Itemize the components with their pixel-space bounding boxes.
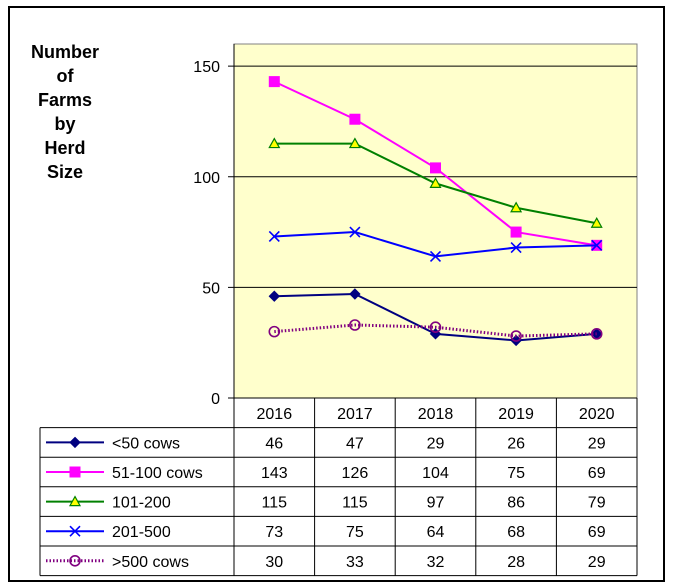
y-title-line: of <box>56 66 74 86</box>
data-table-value: 46 <box>265 435 283 452</box>
data-table-value: 97 <box>427 495 445 512</box>
legend-key-marker <box>69 554 81 567</box>
data-point-marker <box>268 76 280 88</box>
y-tick-label: 100 <box>193 170 220 187</box>
data-point-marker <box>349 113 361 125</box>
data-point-marker <box>510 241 522 254</box>
data-point-marker <box>348 137 361 149</box>
data-point-marker <box>349 226 361 238</box>
data-point-marker <box>349 319 361 331</box>
data-point-marker <box>268 325 281 338</box>
data-table-value: 75 <box>507 465 525 482</box>
data-table-value: 79 <box>588 495 606 512</box>
data-point-marker <box>510 330 522 342</box>
legend-key-marker <box>69 466 81 478</box>
x-category-label: 2019 <box>498 406 534 423</box>
y-title-line: Farms <box>37 90 93 110</box>
y-title-line: Herd <box>44 138 86 158</box>
data-point-marker <box>430 162 441 174</box>
data-table-value: 30 <box>265 554 283 571</box>
data-point-marker <box>429 250 442 262</box>
x-category-label: 2016 <box>257 406 293 423</box>
data-point-marker <box>591 239 603 251</box>
y-tick-label: 50 <box>202 280 220 297</box>
legend-key-marker <box>69 525 81 537</box>
data-point-marker <box>510 226 522 238</box>
data-point-marker <box>590 216 603 228</box>
y-tick-label: 150 <box>193 59 220 76</box>
data-table-value: 29 <box>588 554 606 571</box>
y-tick-label: 0 <box>211 391 220 408</box>
x-category-label: 2017 <box>337 406 373 423</box>
data-table-value: 29 <box>427 435 445 452</box>
data-table-value: 47 <box>346 435 364 452</box>
legend-entry-label: 201-500 <box>112 524 171 541</box>
data-table-value: 126 <box>342 465 369 482</box>
data-table-value: 26 <box>507 435 525 452</box>
legend-key-marker <box>69 436 81 449</box>
data-table-value: 104 <box>422 465 449 482</box>
legend-entry-label: 51-100 cows <box>112 465 203 482</box>
data-point-marker <box>268 137 281 149</box>
data-point-marker <box>349 288 361 300</box>
data-point-marker <box>268 230 280 243</box>
x-category-label: 2020 <box>579 406 615 423</box>
y-title-line: Number <box>30 42 99 62</box>
data-table-value: 115 <box>262 495 288 512</box>
data-table-value: 69 <box>588 465 606 482</box>
data-point-marker <box>429 177 442 188</box>
data-table-value: 28 <box>507 554 525 571</box>
data-point-marker <box>268 290 281 302</box>
legend-entry-label: <50 cows <box>112 435 180 452</box>
series-line <box>274 323 597 338</box>
data-table-value: 29 <box>588 435 606 452</box>
data-table-value: 69 <box>588 524 606 541</box>
data-table-value: 68 <box>507 524 525 541</box>
data-table-value: 86 <box>507 495 525 512</box>
data-table-value: 33 <box>346 554 364 571</box>
data-point-marker <box>429 321 442 334</box>
data-table-value: 73 <box>265 524 283 541</box>
legend-entry-label: >500 cows <box>112 554 189 571</box>
data-table-value: 32 <box>427 554 445 571</box>
data-table-value: 115 <box>342 495 368 512</box>
data-table-value: 75 <box>346 524 364 541</box>
plot-area <box>233 43 638 399</box>
y-title-line: Size <box>46 162 84 182</box>
x-category-label: 2018 <box>418 406 454 423</box>
data-point-marker <box>590 328 603 340</box>
data-table-value: 143 <box>261 465 288 482</box>
data-point-marker <box>510 201 523 213</box>
data-table-value: 64 <box>427 524 445 541</box>
legend-entry-label: 101-200 <box>112 495 171 512</box>
y-axis-title: Number of Farms by Herd Size <box>20 40 110 184</box>
y-title-line: by <box>54 114 76 134</box>
legend-key-marker <box>68 495 82 507</box>
